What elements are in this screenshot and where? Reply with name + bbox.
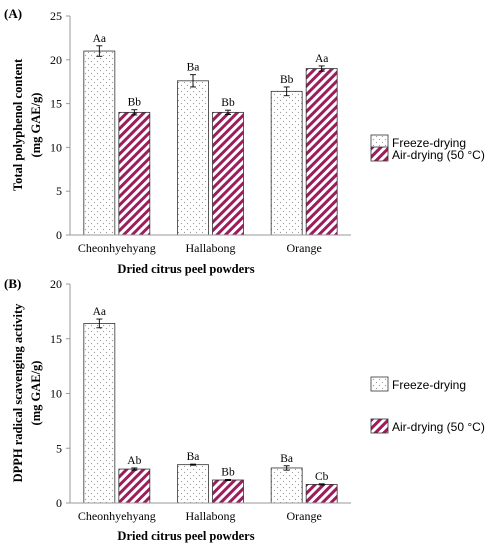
x-axis: Cheonhyehyang Hallabong Orange — [70, 234, 351, 255]
chart-panel-a: (A) 0 5 10 15 20 25 Total polyphenol content (… — [4, 6, 485, 276]
y-axis-label-line: DPPH radical scavenging activity — [11, 303, 25, 483]
bar — [305, 483, 338, 504]
x-tick-label: Hallabong — [186, 241, 236, 255]
panel-label: (B) — [4, 276, 21, 291]
bar — [305, 68, 338, 236]
bar — [177, 464, 209, 504]
data-label: Ba — [187, 62, 200, 74]
bar — [83, 323, 116, 504]
y-tick-label: 25 — [50, 9, 62, 23]
x-tick-label: Cheonhyehyang — [78, 241, 156, 255]
data-label: Bb — [221, 466, 235, 478]
y-axis-label-line: (mg GAE/g) — [29, 361, 43, 426]
y-axis-label-line: Total polyphenol content — [11, 58, 25, 191]
x-tick-label: Orange — [287, 509, 322, 523]
bars: Aa Ab Ba Bb Ba Cb — [83, 306, 338, 504]
y-tick-label: 15 — [50, 332, 62, 346]
y-axis: 0 5 10 15 20 — [50, 277, 71, 510]
y-axis-label-line: (mg GAE/g) — [29, 93, 43, 158]
bar — [83, 50, 116, 236]
data-label: Aa — [93, 306, 106, 318]
data-label: Bb — [280, 74, 294, 86]
x-axis-label: Dried citrus peel powders — [117, 262, 254, 276]
y-tick-label: 15 — [50, 97, 62, 111]
data-label: Ab — [127, 455, 141, 467]
legend-swatch — [370, 146, 389, 162]
y-tick-label: 10 — [50, 140, 62, 154]
y-tick-label: 5 — [56, 441, 62, 455]
bar — [177, 80, 209, 236]
legend-swatch — [370, 376, 389, 392]
legend: Freeze-drying Air-drying (50 °C) — [370, 376, 485, 434]
data-label: Ba — [280, 453, 293, 465]
y-tick-label: 20 — [50, 277, 62, 291]
legend-label: Air-drying (50 °C) — [392, 148, 485, 162]
x-tick-label: Hallabong — [186, 509, 236, 523]
bar — [270, 467, 303, 504]
y-axis-label: DPPH radical scavenging activity (mg GAE/… — [11, 303, 43, 483]
bar — [118, 468, 151, 504]
data-label: Bb — [128, 97, 142, 109]
data-label: Ba — [187, 451, 200, 463]
legend-label: Freeze-drying — [392, 378, 466, 392]
bar — [212, 111, 244, 236]
x-axis: Cheonhyehyang Hallabong Orange — [70, 502, 351, 523]
y-tick-label: 10 — [50, 387, 62, 401]
data-label: Bb — [221, 97, 235, 109]
legend-label: Freeze-drying — [392, 136, 466, 150]
y-tick-label: 20 — [50, 53, 62, 67]
bars: Aa Bb Ba Bb Bb Aa — [83, 33, 338, 236]
legend-swatch — [370, 418, 389, 434]
data-label: Aa — [315, 53, 328, 65]
x-axis-label: Dried citrus peel powders — [117, 529, 254, 543]
legend-label: Air-drying (50 °C) — [392, 420, 485, 434]
bar — [212, 479, 244, 504]
chart-panel-b: (B) 0 5 10 15 20 DPPH radical scavenging act… — [4, 276, 485, 543]
x-tick-label: Orange — [287, 241, 322, 255]
bar — [118, 111, 151, 236]
x-tick-label: Cheonhyehyang — [78, 509, 156, 523]
y-tick-label: 5 — [56, 184, 62, 198]
y-tick-label: 0 — [56, 496, 62, 510]
data-label: Cb — [315, 471, 329, 483]
panel-label: (A) — [4, 6, 22, 21]
y-tick-label: 0 — [56, 228, 62, 242]
y-axis: 0 5 10 15 20 25 — [50, 9, 71, 242]
bar — [270, 90, 303, 236]
data-label: Aa — [93, 33, 106, 45]
y-axis-label: Total polyphenol content (mg GAE/g) — [11, 58, 43, 191]
